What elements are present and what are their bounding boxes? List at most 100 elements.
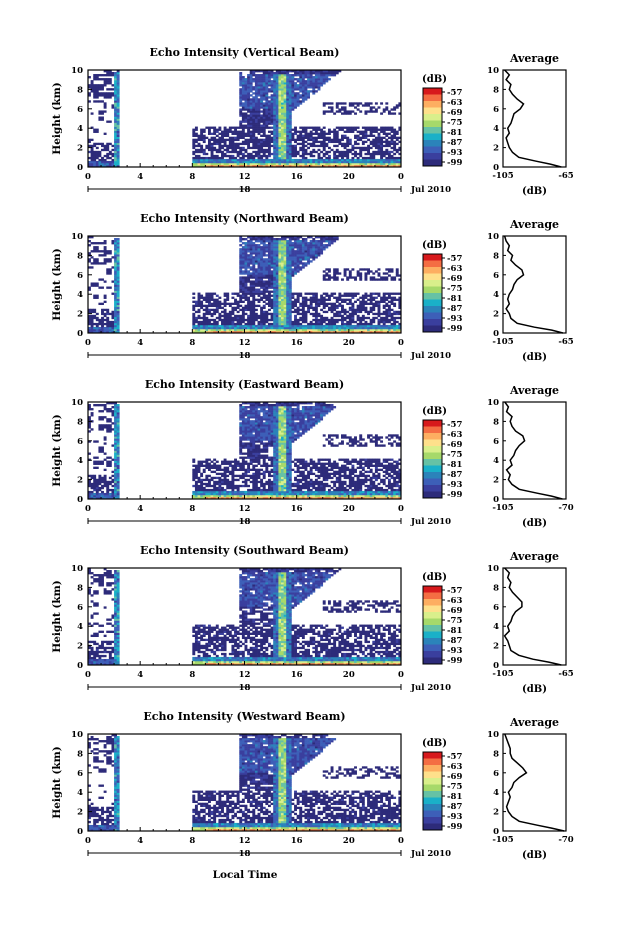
heatmap-cell <box>116 158 120 162</box>
heatmap-cell <box>116 148 120 152</box>
heatmap-cell <box>286 262 290 265</box>
heatmap-cell <box>207 138 211 142</box>
heatmap-cell <box>278 322 282 326</box>
heatmap-cell <box>90 316 94 320</box>
heatmap-cell <box>296 164 300 167</box>
heatmap-cell <box>283 84 287 87</box>
heatmap-cell <box>260 306 264 310</box>
heatmap-cell <box>231 156 235 160</box>
heatmap-cell <box>244 106 248 109</box>
heatmap-cell <box>385 164 389 167</box>
heatmap-cell <box>108 74 112 77</box>
heatmap-cell <box>218 304 222 308</box>
heatmap-cell <box>275 138 279 142</box>
heatmap-cell <box>278 314 282 318</box>
heatmap-cell <box>239 316 243 320</box>
heatmap-cell <box>322 136 326 140</box>
heatmap-cell <box>101 428 104 431</box>
heatmap-cell <box>95 162 99 166</box>
heatmap-cell <box>95 326 99 330</box>
heatmap-cell <box>111 154 115 158</box>
colorbar-tick-label: -99 <box>447 158 462 168</box>
heatmap-cell <box>354 308 357 312</box>
heatmap-cell <box>288 122 292 125</box>
heatmap-cell <box>114 306 117 310</box>
heatmap-cell <box>262 246 266 249</box>
heatmap-cell <box>218 328 222 332</box>
heatmap-cell <box>265 288 269 291</box>
heatmap-cell <box>116 104 120 107</box>
heatmap-cell <box>283 276 287 279</box>
heatmap-cell <box>343 324 347 328</box>
heatmap-cell <box>116 78 120 81</box>
heatmap-cell <box>327 154 331 158</box>
heatmap-cell <box>325 162 329 166</box>
heatmap-cell <box>114 312 117 316</box>
heatmap-cell <box>367 110 370 113</box>
heatmap-cell <box>299 258 303 261</box>
heatmap-cell <box>241 330 245 333</box>
heatmap-cell <box>278 126 282 129</box>
heatmap-cell <box>325 160 329 164</box>
heatmap-cell <box>247 324 251 328</box>
heatmap-cell <box>116 114 120 117</box>
heatmap-cell <box>265 120 269 123</box>
heatmap-cell <box>382 320 386 324</box>
heatmap-cell <box>215 302 219 306</box>
heatmap-cell <box>116 316 120 320</box>
heatmap-cell <box>333 276 337 279</box>
heatmap-cell <box>273 138 277 142</box>
heatmap-cell <box>95 294 99 297</box>
heatmap-cell <box>307 252 311 255</box>
profile-y-tick-label: 10 <box>487 66 499 76</box>
heatmap-cell <box>234 316 237 320</box>
heatmap-cell <box>197 162 201 166</box>
heatmap-cell <box>309 72 313 75</box>
heatmap-cell <box>205 294 209 297</box>
heatmap-cell <box>103 162 107 166</box>
heatmap-cell <box>367 310 370 314</box>
heatmap-cell <box>273 98 277 101</box>
heatmap-cell <box>257 142 261 146</box>
heatmap-cell <box>202 324 206 328</box>
heatmap-cell <box>382 292 386 295</box>
heatmap-cell <box>93 84 97 87</box>
heatmap-cell <box>364 320 368 324</box>
heatmap-cell <box>275 258 279 261</box>
heatmap-cell <box>262 92 266 95</box>
heatmap-cell <box>291 300 295 303</box>
heatmap-cell <box>377 310 381 314</box>
heatmap-cell <box>307 328 311 332</box>
heatmap-cell <box>106 72 110 75</box>
heatmap-cell <box>283 114 287 117</box>
heatmap-cell <box>380 142 384 146</box>
heatmap-cell <box>291 138 295 142</box>
heatmap-cell <box>197 300 201 303</box>
heatmap-cell <box>317 164 321 167</box>
y-tick-label: 2 <box>77 310 83 320</box>
heatmap-cell <box>226 330 230 333</box>
heatmap-cell <box>354 112 357 115</box>
heatmap-cell <box>343 130 347 133</box>
heatmap-cell <box>231 292 235 295</box>
heatmap-cell <box>262 280 266 283</box>
heatmap-cell <box>244 116 248 119</box>
heatmap-cell <box>249 330 253 333</box>
heatmap-cell <box>317 320 321 324</box>
heatmap-cell <box>278 150 282 154</box>
heatmap-cell <box>288 270 292 273</box>
colorbar-swatch <box>423 140 442 147</box>
heatmap-cell <box>108 328 112 332</box>
heatmap-cell <box>260 160 264 164</box>
heatmap-cell <box>283 300 287 303</box>
heatmap-cell <box>262 266 266 269</box>
heatmap-cell <box>88 86 91 89</box>
heatmap-cell <box>111 316 115 320</box>
heatmap-cell <box>387 152 391 156</box>
heatmap-cell <box>286 108 290 111</box>
heatmap-cell <box>249 138 253 142</box>
heatmap-cell <box>202 330 206 333</box>
heatmap-cell <box>291 92 295 95</box>
heatmap-cell <box>244 326 248 330</box>
profile-x-tick-label: -65 <box>558 337 573 347</box>
